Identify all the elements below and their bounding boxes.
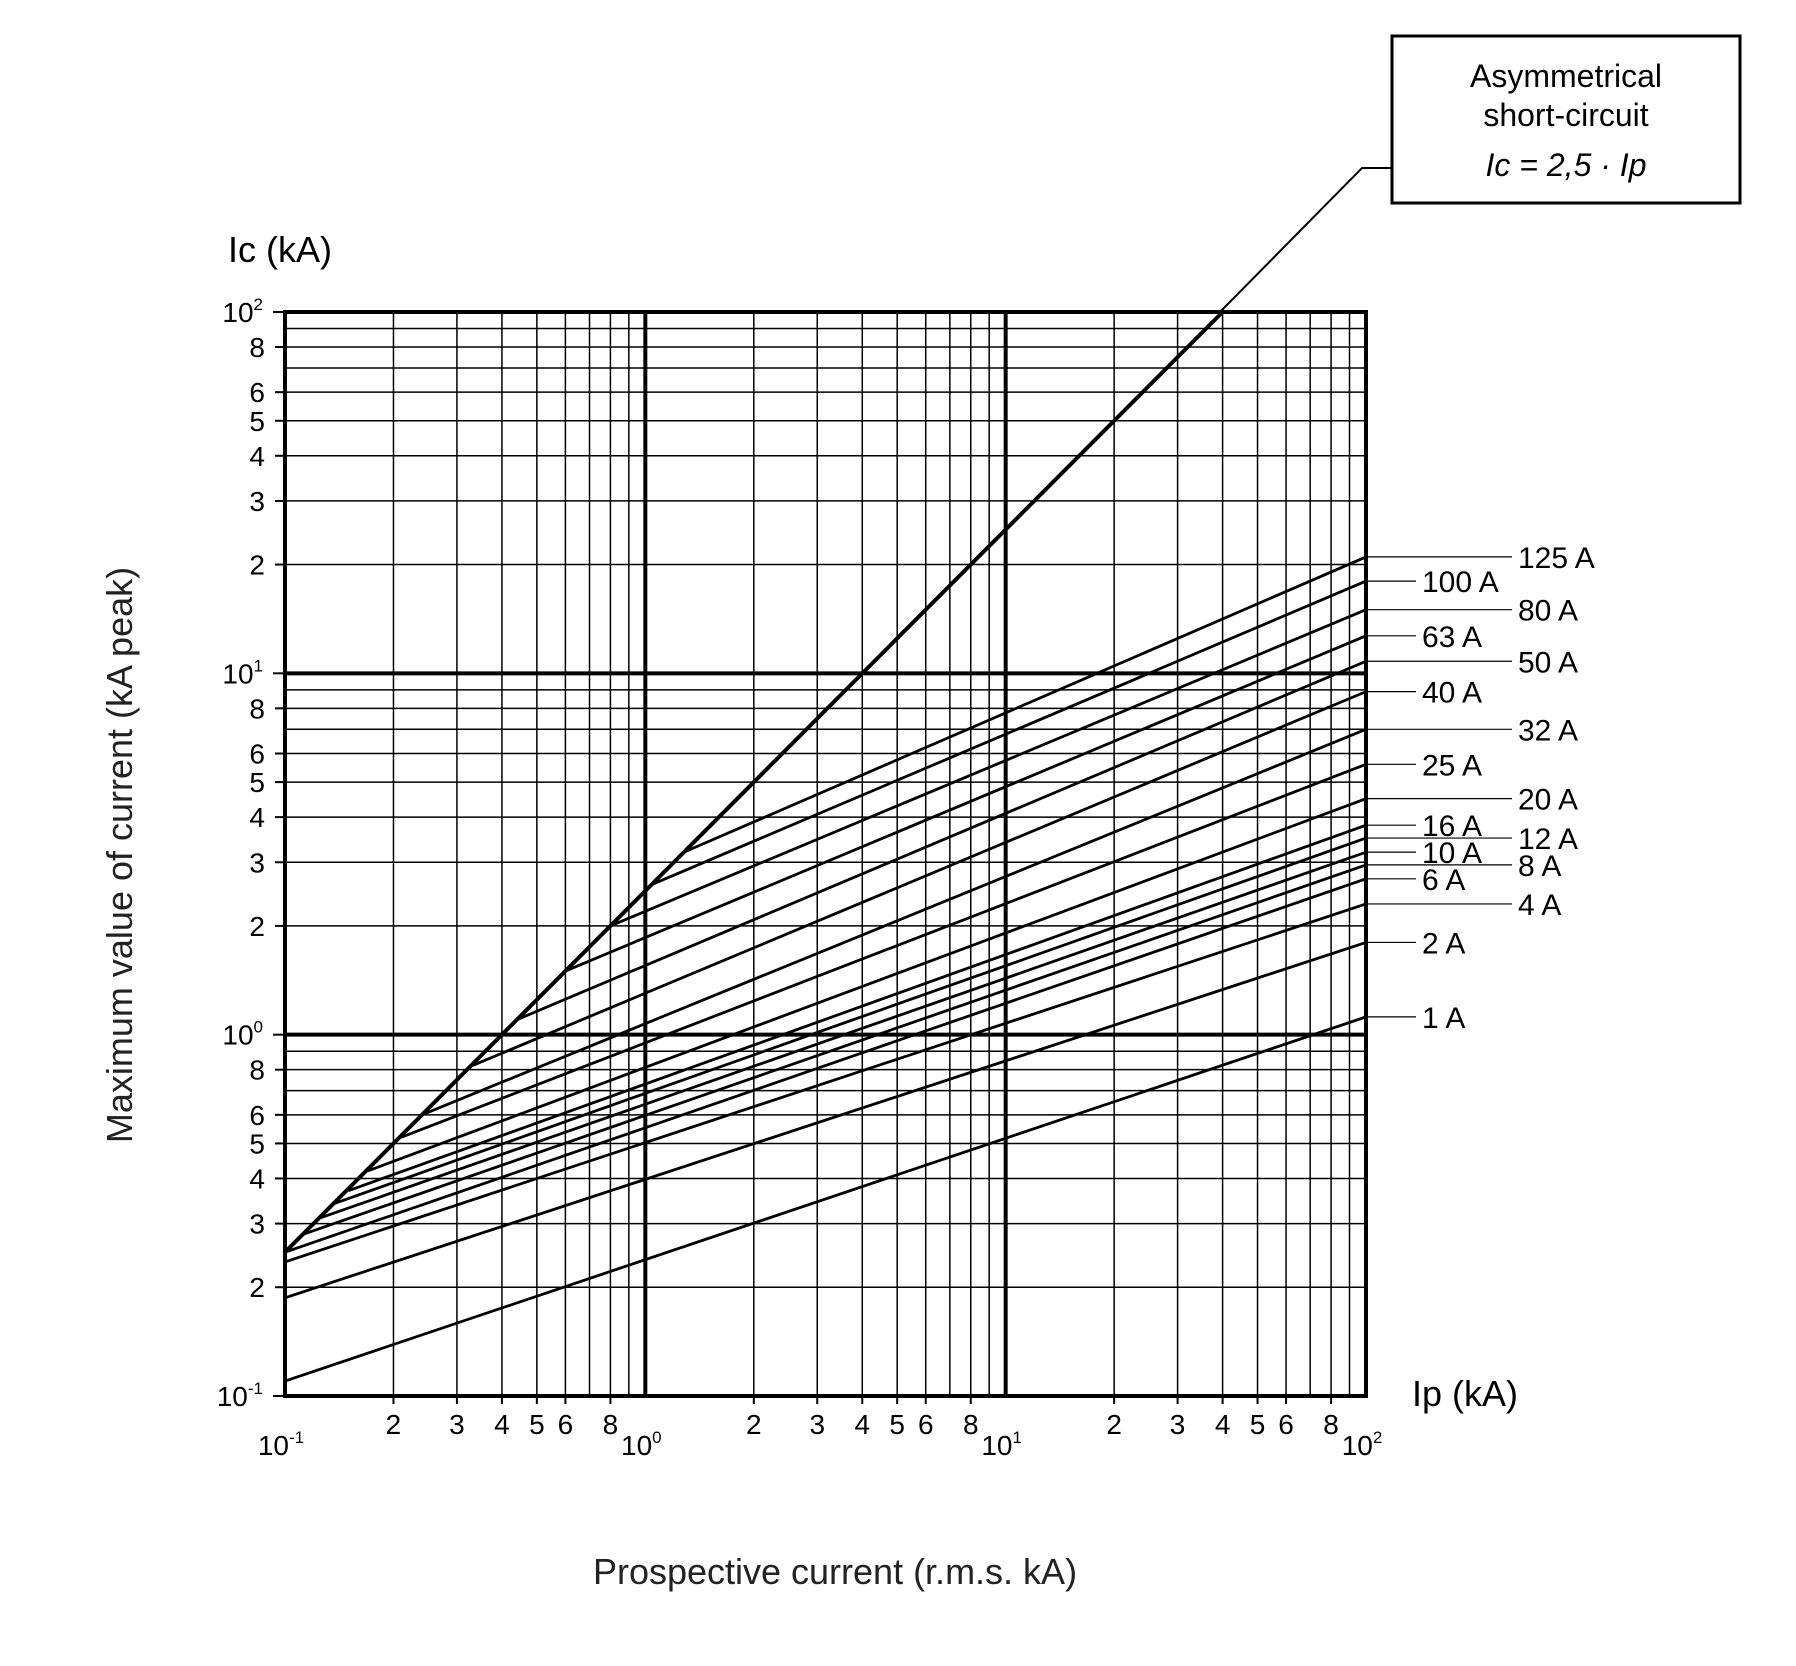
y-tick-label: 3 (249, 1209, 265, 1240)
series-line (332, 836, 1367, 1206)
y-tick-label: 4 (249, 1163, 265, 1194)
series-label: 80 A (1518, 595, 1578, 628)
series-line (284, 877, 1367, 1254)
y-tick-label: 4 (249, 441, 265, 472)
y-tick-label: 3 (249, 486, 265, 517)
series-line (318, 850, 1367, 1220)
annotation-formula: Ic = 2,5 · Ip (1486, 147, 1647, 183)
annotation-box: Asymmetrical short-circuit Ic = 2,5 · Ip (1390, 34, 1742, 205)
y-decade-label: 102 (222, 295, 263, 328)
series-line (284, 941, 1367, 1300)
asymmetrical-line (283, 310, 1225, 1255)
grid (285, 312, 1366, 1396)
annotation-line-2: short-circuit (1483, 97, 1648, 133)
series-label: 50 A (1518, 646, 1578, 679)
series-line (284, 902, 1367, 1264)
series-label: 6 A (1422, 864, 1465, 897)
x-decade-label: 10-1 (258, 1428, 304, 1461)
annotation-leader-line (1219, 167, 1392, 313)
x-tick-label: 3 (809, 1409, 825, 1440)
series-label: 40 A (1422, 677, 1482, 710)
y-tick-label: 6 (249, 738, 265, 769)
y-decade-label: 101 (222, 656, 263, 689)
series-line (683, 555, 1367, 854)
series-label: 12 A (1518, 823, 1578, 856)
x-tick-label: 4 (854, 1409, 870, 1440)
x-tick-label: 6 (1278, 1409, 1294, 1440)
y-tick-label: 8 (249, 332, 265, 363)
x-tick-label: 5 (1250, 1409, 1266, 1440)
series-label: 8 A (1518, 850, 1561, 883)
annotation-line-1: Asymmetrical (1470, 58, 1662, 94)
series-line (516, 659, 1367, 1021)
y-tick-label: 5 (249, 406, 265, 437)
series-label: 125 A (1518, 542, 1595, 575)
y-tick-label: 5 (249, 767, 265, 798)
x-tick-label: 8 (1323, 1409, 1339, 1440)
tick-labels: 2 3 4 5 6 8 2 3 4 5 6 8 2 3 4 5 6 810-1 100 101 102234568234… (217, 295, 1383, 1461)
series-label: 16 A (1422, 810, 1482, 843)
series-line (367, 797, 1367, 1173)
x-tick-label: 6 (558, 1409, 574, 1440)
x-tick-label: 4 (494, 1409, 510, 1440)
series-line (347, 823, 1367, 1193)
series-line (302, 863, 1367, 1236)
series-line (471, 690, 1367, 1068)
x-tick-label: 3 (449, 1409, 465, 1440)
x-tick-label: 3 (1170, 1409, 1186, 1440)
series-label: 63 A (1422, 621, 1482, 654)
x-tick-label: 4 (1215, 1409, 1231, 1440)
series-line (400, 763, 1367, 1139)
series-leader-lines (1368, 556, 1512, 1018)
x-decade-label: 101 (981, 1428, 1022, 1461)
series-label: 25 A (1422, 749, 1482, 782)
x-tick-label: 8 (603, 1409, 619, 1440)
plot-frame (283, 310, 1368, 1398)
x-decade-label: 100 (621, 1428, 662, 1461)
y-tick-label: 2 (249, 1272, 265, 1303)
y-tick-label: 5 (249, 1128, 265, 1159)
x-tick-label: 2 (1106, 1409, 1122, 1440)
y-tick-label: 6 (249, 1100, 265, 1131)
y-tick-label: 8 (249, 1055, 265, 1086)
x-tick-label: 5 (529, 1409, 545, 1440)
series-label: 1 A (1422, 1002, 1465, 1035)
y-tick-label: 8 (249, 693, 265, 724)
x-tick-label: 5 (889, 1409, 905, 1440)
series-label: 100 A (1422, 566, 1499, 599)
series-label: 32 A (1518, 714, 1578, 747)
series-labels: 125 A 100 A 80 A 63 A 50 A 40 A 32 A 25 A 20 A 16… (1422, 542, 1595, 1035)
y-tick-label: 2 (249, 911, 265, 942)
x-tick-label: 8 (963, 1409, 979, 1440)
series-lines (283, 310, 1367, 1383)
y-axis-title: Maximum value of current (kA peak) (99, 567, 140, 1143)
x-unit-label: Ip (kA) (1412, 1373, 1518, 1414)
x-tick-label: 2 (746, 1409, 762, 1440)
series-label: 2 A (1422, 927, 1465, 960)
x-decade-label: 102 (1342, 1428, 1383, 1461)
series-line (284, 1015, 1367, 1383)
y-unit-label: Ic (kA) (228, 229, 332, 270)
x-axis-title: Prospective current (r.m.s. kA) (593, 1551, 1077, 1592)
y-tick-label: 4 (249, 802, 265, 833)
series-label: 10 A (1422, 837, 1482, 870)
y-decade-label: 100 (222, 1018, 263, 1051)
x-tick-label: 2 (386, 1409, 402, 1440)
series-line (650, 579, 1367, 887)
series-label: 20 A (1518, 784, 1578, 817)
y-decade-label: 10-1 (217, 1379, 263, 1412)
series-label: 4 A (1518, 889, 1561, 922)
series-line (421, 728, 1367, 1117)
x-tick-label: 6 (918, 1409, 934, 1440)
series-line (564, 634, 1367, 973)
series-line (609, 608, 1367, 928)
y-tick-label: 3 (249, 847, 265, 878)
y-tick-label: 6 (249, 377, 265, 408)
y-tick-label: 2 (249, 550, 265, 581)
